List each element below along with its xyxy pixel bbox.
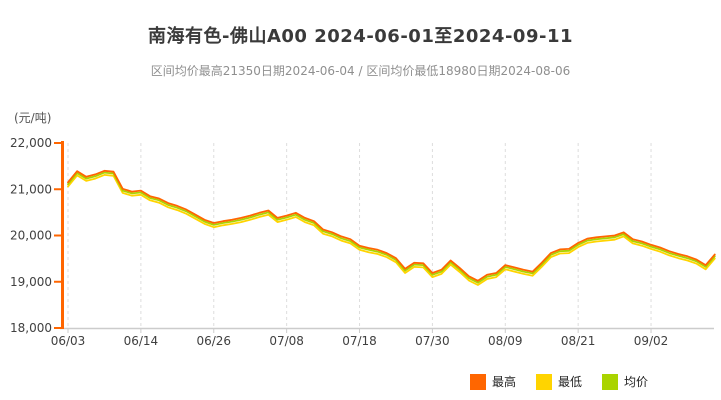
svg-text:07/08: 07/08 <box>269 334 304 348</box>
chart-legend: 最高 最低 均价 <box>470 373 648 390</box>
legend-label-low: 最低 <box>558 375 583 389</box>
svg-text:09/02: 09/02 <box>634 334 669 348</box>
y-axis-unit-label: (元/吨) <box>14 111 52 125</box>
svg-text:06/14: 06/14 <box>124 334 159 348</box>
legend-label-high: 最高 <box>492 375 517 389</box>
legend-item-high: 最高 <box>470 373 516 390</box>
svg-text:08/21: 08/21 <box>561 334 596 348</box>
legend-swatch-low-icon <box>536 373 553 390</box>
svg-text:07/18: 07/18 <box>342 334 377 348</box>
svg-text:21,000: 21,000 <box>10 182 52 196</box>
svg-text:18,000: 18,000 <box>10 321 52 335</box>
svg-text:22,000: 22,000 <box>10 136 52 150</box>
legend-item-avg: 均价 <box>602 373 648 390</box>
legend-swatch-avg-icon <box>602 373 619 390</box>
svg-text:19,000: 19,000 <box>10 275 52 289</box>
legend-label-avg: 均价 <box>624 375 649 389</box>
svg-text:06/03: 06/03 <box>51 334 86 348</box>
svg-text:08/09: 08/09 <box>488 334 523 348</box>
svg-text:06/26: 06/26 <box>196 334 231 348</box>
chart-subtitle: 区间均价最高21350日期2024-06-04 / 区间均价最低18980日期2… <box>150 64 571 78</box>
chart-title: 南海有色-佛山A00 2024-06-01至2024-09-11 <box>148 26 573 47</box>
legend-item-low: 最低 <box>536 373 582 390</box>
legend-swatch-high-icon <box>470 373 486 390</box>
svg-text:20,000: 20,000 <box>10 229 52 243</box>
svg-text:07/30: 07/30 <box>415 334 450 348</box>
